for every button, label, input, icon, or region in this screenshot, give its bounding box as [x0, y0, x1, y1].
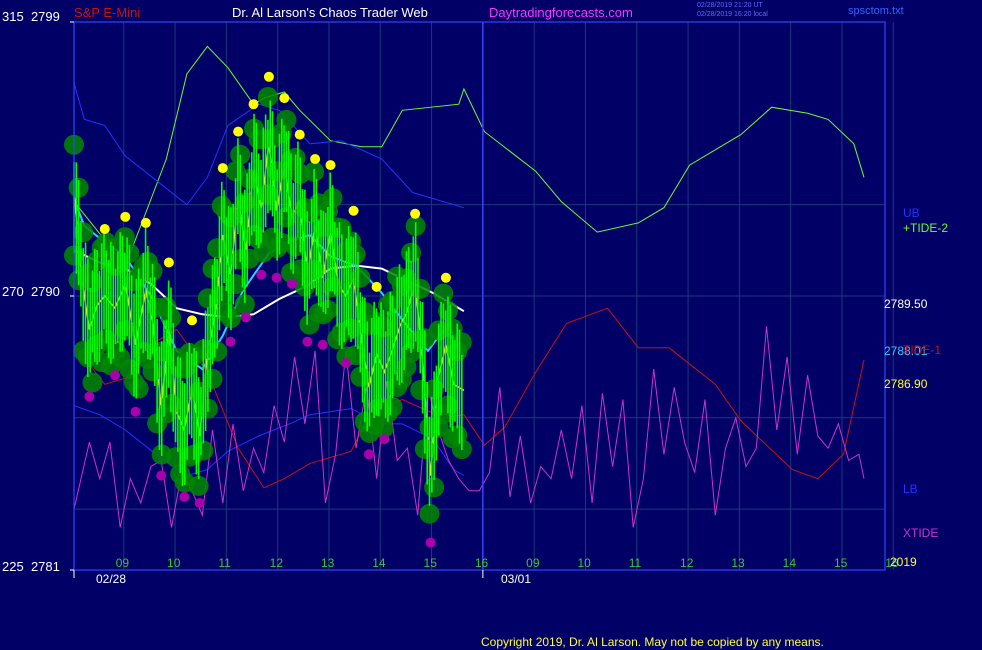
turn-circle — [188, 475, 209, 496]
turn-circle — [373, 418, 394, 439]
legend-tide1: TIDE-1 — [903, 343, 942, 357]
legend-xtide: XTIDE — [903, 526, 939, 540]
high-marker — [233, 126, 244, 137]
x-tick-label: 10 — [167, 556, 181, 570]
low-marker — [110, 370, 121, 381]
high-marker — [325, 160, 336, 171]
legend-lb: LB — [903, 482, 918, 496]
x-tick-label: 15 — [833, 556, 848, 570]
turn-circle — [234, 294, 255, 315]
x-tick-label: 11 — [628, 556, 642, 570]
x-tick-label: 13 — [320, 556, 335, 570]
legend-ub: UB — [903, 206, 920, 220]
price-label-white: 2789.50 — [884, 297, 928, 311]
x-tick-label: 16 — [474, 556, 489, 570]
high-marker — [348, 205, 359, 216]
x-tick-label: 09 — [526, 556, 540, 570]
high-marker — [310, 154, 321, 164]
low-marker — [225, 336, 236, 347]
low-marker — [425, 537, 436, 548]
high-marker — [99, 224, 110, 235]
low-marker — [287, 278, 298, 289]
high-marker — [120, 211, 131, 222]
copyright-text: Copyright 2019, Dr. Al Larson. May not b… — [481, 635, 824, 649]
high-marker — [248, 99, 259, 110]
timestamp-utc: 02/28/2019 21:20 UT — [697, 2, 763, 9]
turn-circle — [276, 109, 297, 130]
x-tick-label: 16 — [885, 556, 899, 570]
high-marker — [217, 163, 228, 174]
low-marker — [130, 406, 141, 417]
price-bars — [64, 71, 472, 548]
series-line-lb — [73, 405, 465, 477]
high-marker — [263, 71, 274, 82]
x-tick-label: 14 — [782, 556, 797, 570]
legend-tide2: +TIDE-2 — [903, 221, 949, 235]
low-marker — [179, 491, 190, 502]
low-marker — [271, 272, 282, 283]
low-marker — [240, 312, 251, 323]
x-tick-label: 12 — [680, 556, 694, 570]
x-tick-label: 14 — [372, 556, 386, 570]
series-line-tide2 — [73, 45, 865, 267]
x-tick-label: 10 — [577, 556, 591, 570]
low-marker — [317, 339, 328, 350]
low-marker — [194, 498, 205, 509]
high-marker — [410, 208, 421, 219]
x-tick-label: 15 — [423, 556, 437, 570]
high-marker — [440, 272, 451, 283]
low-marker — [156, 470, 167, 481]
low-marker — [379, 434, 390, 445]
turn-circle — [82, 372, 103, 393]
y-label-bottom: 225 2781 — [2, 559, 60, 574]
x-tick-label: 13 — [731, 556, 745, 570]
date-label-2: 03/01 — [501, 572, 532, 586]
timestamp-local: 02/28/2019 16:20 local — [697, 11, 768, 18]
axes — [70, 21, 886, 578]
turn-circle — [257, 86, 278, 107]
high-marker — [371, 281, 382, 292]
symbol-label: S&P E-Mini — [74, 5, 141, 20]
high-marker — [294, 129, 305, 140]
price-label-yellow: 2786.90 — [884, 377, 928, 391]
year-label: 2019 — [890, 555, 917, 569]
data-file: spsctom.txt — [848, 5, 904, 17]
site-link[interactable]: Daytradingforecasts.com — [489, 5, 633, 20]
turn-circle — [419, 503, 440, 524]
x-tick-label: 12 — [269, 556, 284, 570]
low-marker — [256, 269, 267, 280]
low-marker — [84, 391, 95, 402]
low-marker — [363, 449, 374, 460]
date-label-1: 02/28 — [96, 572, 127, 586]
high-marker — [140, 217, 151, 228]
price-label-cyan: 2788.01 — [884, 344, 928, 358]
x-tick-label: 09 — [115, 556, 130, 570]
turn-circle — [128, 378, 149, 399]
turn-circle — [433, 283, 454, 304]
series-line-ub — [73, 82, 465, 209]
page-title: Dr. Al Larson's Chaos Trader Web — [232, 5, 428, 20]
x-tick-label: 11 — [218, 556, 231, 570]
y-label-mid: 270 2790 — [2, 284, 60, 299]
high-marker — [186, 315, 197, 326]
low-marker — [340, 357, 351, 368]
low-marker — [302, 336, 313, 347]
high-marker — [163, 257, 174, 268]
y-label-top: 315 2799 — [2, 9, 60, 24]
high-marker — [279, 93, 290, 104]
